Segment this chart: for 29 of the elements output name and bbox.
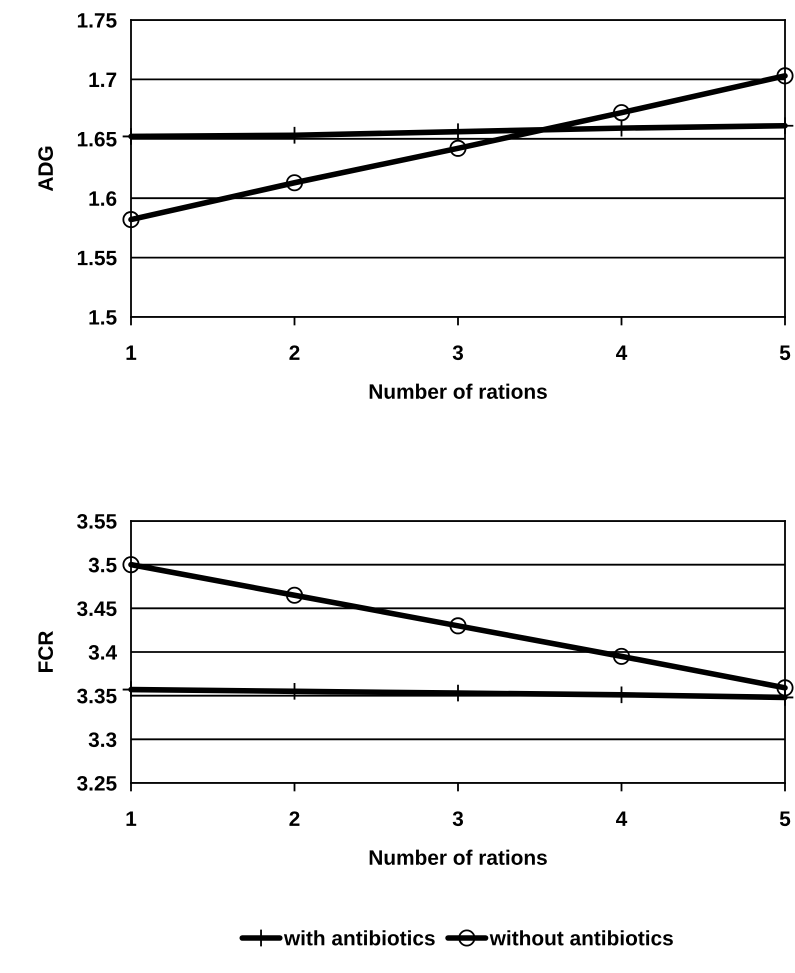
x-tick-label: 2 bbox=[289, 811, 300, 826]
x-axis-title: Number of rations bbox=[370, 384, 547, 399]
y-tick-label: 1.6 bbox=[89, 191, 116, 206]
x-axis-title: Number of rations bbox=[370, 850, 547, 865]
x-tick-label: 5 bbox=[780, 812, 790, 826]
y-tick-label: 1.65 bbox=[78, 132, 117, 147]
x-tick-label: 4 bbox=[616, 812, 628, 826]
x-tick-label: 5 bbox=[780, 346, 790, 360]
y-tick-label: 3.45 bbox=[77, 601, 117, 616]
legend-label: without antibiotics bbox=[490, 930, 673, 946]
x-tick-label: 3 bbox=[452, 345, 464, 360]
y-axis-title: ADG bbox=[38, 146, 54, 192]
y-tick-label: 1.75 bbox=[78, 13, 117, 28]
y-tick-label: 3.4 bbox=[88, 645, 117, 660]
y-tick-label: 3.3 bbox=[88, 732, 116, 748]
y-tick-label: 3.55 bbox=[77, 514, 117, 529]
y-tick-label: 3.35 bbox=[77, 688, 117, 704]
x-tick-label: 1 bbox=[126, 812, 136, 826]
x-tick-label: 1 bbox=[126, 346, 136, 360]
y-tick-label: 1.7 bbox=[89, 72, 116, 87]
y-tick-label: 3.5 bbox=[88, 558, 117, 572]
x-tick-label: 3 bbox=[452, 811, 464, 826]
y-tick-label: 1.55 bbox=[78, 250, 117, 266]
x-tick-label: 2 bbox=[289, 345, 300, 360]
legend-label: with antibiotics bbox=[284, 930, 435, 946]
y-tick-label: 3.25 bbox=[77, 776, 117, 791]
y-axis-title: FCR bbox=[38, 631, 54, 672]
y-tick-label: 1.5 bbox=[89, 310, 117, 325]
x-tick-label: 4 bbox=[616, 346, 628, 360]
